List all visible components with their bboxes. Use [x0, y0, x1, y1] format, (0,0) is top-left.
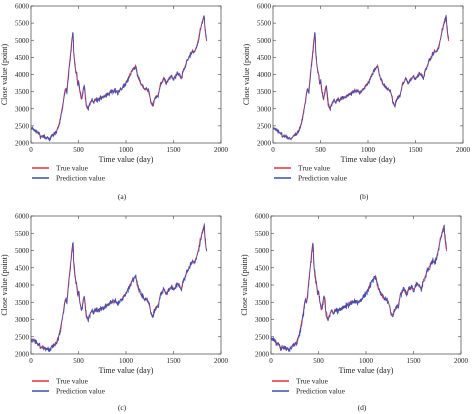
y-tick-label: 5500: [15, 20, 30, 28]
y-tick-label: 2000: [257, 140, 272, 148]
x-tick-label: 1000: [361, 146, 376, 154]
y-axis-label: Close value (point): [0, 254, 9, 316]
x-tick-label: 0: [271, 146, 275, 154]
legend-label-true-value: True value: [56, 164, 89, 173]
chart-panel-3: 0 500 1000 1500 2000 2000 2500 3000 3500 4000 4500…: [0, 213, 229, 413]
y-tick-label: 3500: [15, 88, 30, 96]
y-axis-label: Close value (point): [242, 44, 251, 106]
y-tick-label: 6000: [15, 213, 30, 221]
y-tick-label: 2500: [257, 122, 272, 130]
y-tick-label: 3000: [15, 316, 30, 324]
x-tick-label: 2000: [456, 146, 471, 154]
x-tick-label: 1500: [167, 146, 182, 154]
x-tick-label: 1500: [167, 357, 182, 365]
chart-panel-2: 0 500 1000 1500 2000 2000 2500 3000 3500 4000 4500…: [242, 3, 471, 202]
y-tick-label: 2000: [15, 351, 30, 359]
panel-label: (d): [358, 403, 367, 412]
legend-label-prediction-value: Prediction value: [56, 387, 106, 396]
y-tick-label: 2500: [15, 122, 30, 130]
x-axis-label: Time value (day): [341, 155, 396, 164]
x-tick-label: 2000: [454, 357, 469, 365]
x-tick-label: 0: [29, 357, 33, 365]
y-tick-label: 2000: [255, 351, 270, 359]
y-tick-label: 2500: [15, 333, 30, 341]
legend-label-true-value: True value: [56, 377, 89, 386]
y-tick-label: 5000: [15, 37, 30, 45]
legend-label-true-value: True value: [296, 377, 329, 386]
y-tick-label: 5500: [255, 230, 270, 238]
y-axis-label: Close value (point): [240, 254, 249, 316]
y-tick-label: 4000: [15, 71, 30, 79]
y-tick-label: 4500: [257, 54, 272, 62]
panel-label: (c): [118, 403, 127, 412]
x-tick-label: 1500: [409, 146, 424, 154]
x-tick-label: 500: [73, 146, 84, 154]
y-tick-label: 5500: [257, 20, 272, 28]
x-axis-label: Time value (day): [99, 155, 154, 164]
x-tick-label: 1000: [119, 146, 134, 154]
y-tick-label: 6000: [255, 213, 270, 221]
panel-label: (a): [118, 192, 127, 201]
y-tick-label: 4500: [255, 264, 270, 272]
y-axis-label: Close value (point): [0, 44, 9, 106]
panel-label: (b): [360, 192, 369, 201]
chart-panel-4: 0 500 1000 1500 2000 2000 2500 3000 3500 4000 4500…: [240, 213, 469, 413]
x-tick-label: 1500: [407, 357, 422, 365]
x-tick-label: 500: [313, 357, 324, 365]
y-tick-label: 5000: [257, 37, 272, 45]
y-tick-label: 3500: [15, 299, 30, 307]
x-axis-label: Time value (day): [99, 366, 154, 375]
y-tick-label: 4000: [257, 71, 272, 79]
legend-label-prediction-value: Prediction value: [296, 387, 346, 396]
y-tick-label: 6000: [15, 3, 30, 11]
x-tick-label: 2000: [214, 146, 229, 154]
y-tick-label: 3500: [257, 88, 272, 96]
series-line-prediction-value: [31, 223, 208, 353]
x-tick-label: 0: [269, 357, 273, 365]
y-tick-label: 4500: [15, 264, 30, 272]
y-tick-label: 2000: [15, 140, 30, 148]
y-tick-label: 3000: [255, 316, 270, 324]
series-line-prediction-value: [273, 14, 450, 140]
y-tick-label: 5000: [15, 247, 30, 255]
x-tick-label: 2000: [214, 357, 229, 365]
x-tick-label: 1000: [119, 357, 134, 365]
y-tick-label: 4000: [255, 282, 270, 290]
y-tick-label: 3000: [257, 105, 272, 113]
y-tick-label: 6000: [257, 3, 272, 11]
x-tick-label: 1000: [359, 357, 374, 365]
legend-label-prediction-value: Prediction value: [56, 174, 106, 183]
y-tick-label: 5500: [15, 230, 30, 238]
chart-panel-1: 0 500 1000 1500 2000 2000 2500 3000 3500 4000 4500…: [0, 3, 229, 202]
legend-label-true-value: True value: [298, 164, 331, 173]
y-tick-label: 2500: [255, 333, 270, 341]
series-line-prediction-value: [31, 15, 208, 142]
series-line-prediction-value: [271, 224, 448, 353]
x-axis-label: Time value (day): [339, 366, 394, 375]
y-tick-label: 3500: [255, 299, 270, 307]
x-tick-label: 0: [29, 146, 33, 154]
x-tick-label: 500: [73, 357, 84, 365]
y-tick-label: 4500: [15, 54, 30, 62]
legend-label-prediction-value: Prediction value: [298, 174, 348, 183]
y-tick-label: 4000: [15, 282, 30, 290]
x-tick-label: 500: [315, 146, 326, 154]
y-tick-label: 3000: [15, 105, 30, 113]
y-tick-label: 5000: [255, 247, 270, 255]
